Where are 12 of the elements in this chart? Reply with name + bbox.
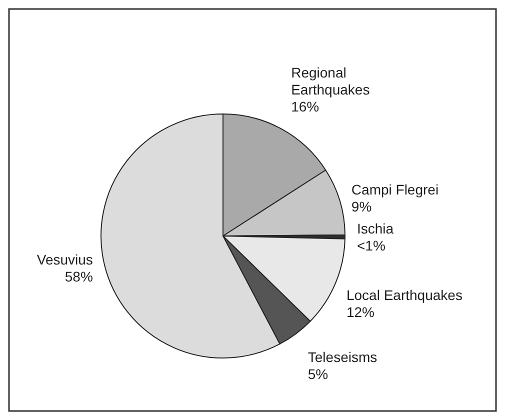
data-label: 5% bbox=[308, 366, 328, 382]
slice-label: Teleseisms bbox=[308, 348, 378, 365]
slice-label: Campi Flegrei bbox=[351, 181, 439, 198]
slice-label: Regional Earthquakes bbox=[291, 64, 370, 98]
data-label: 9% bbox=[351, 198, 372, 214]
data-label: <1% bbox=[356, 238, 386, 254]
data-label: 12% bbox=[346, 304, 375, 320]
data-label: 16% bbox=[291, 98, 320, 114]
data-label: 58% bbox=[64, 268, 93, 285]
slice-label: Local Earthquakes bbox=[346, 287, 462, 304]
slice-label: Ischia bbox=[356, 220, 394, 237]
slice-label: Vesuvius bbox=[36, 252, 93, 268]
